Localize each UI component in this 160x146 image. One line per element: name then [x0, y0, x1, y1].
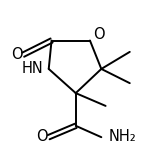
- Text: NH₂: NH₂: [108, 129, 136, 144]
- Text: O: O: [93, 27, 104, 42]
- Text: O: O: [11, 47, 23, 62]
- Text: O: O: [36, 129, 48, 144]
- Text: HN: HN: [21, 61, 43, 77]
